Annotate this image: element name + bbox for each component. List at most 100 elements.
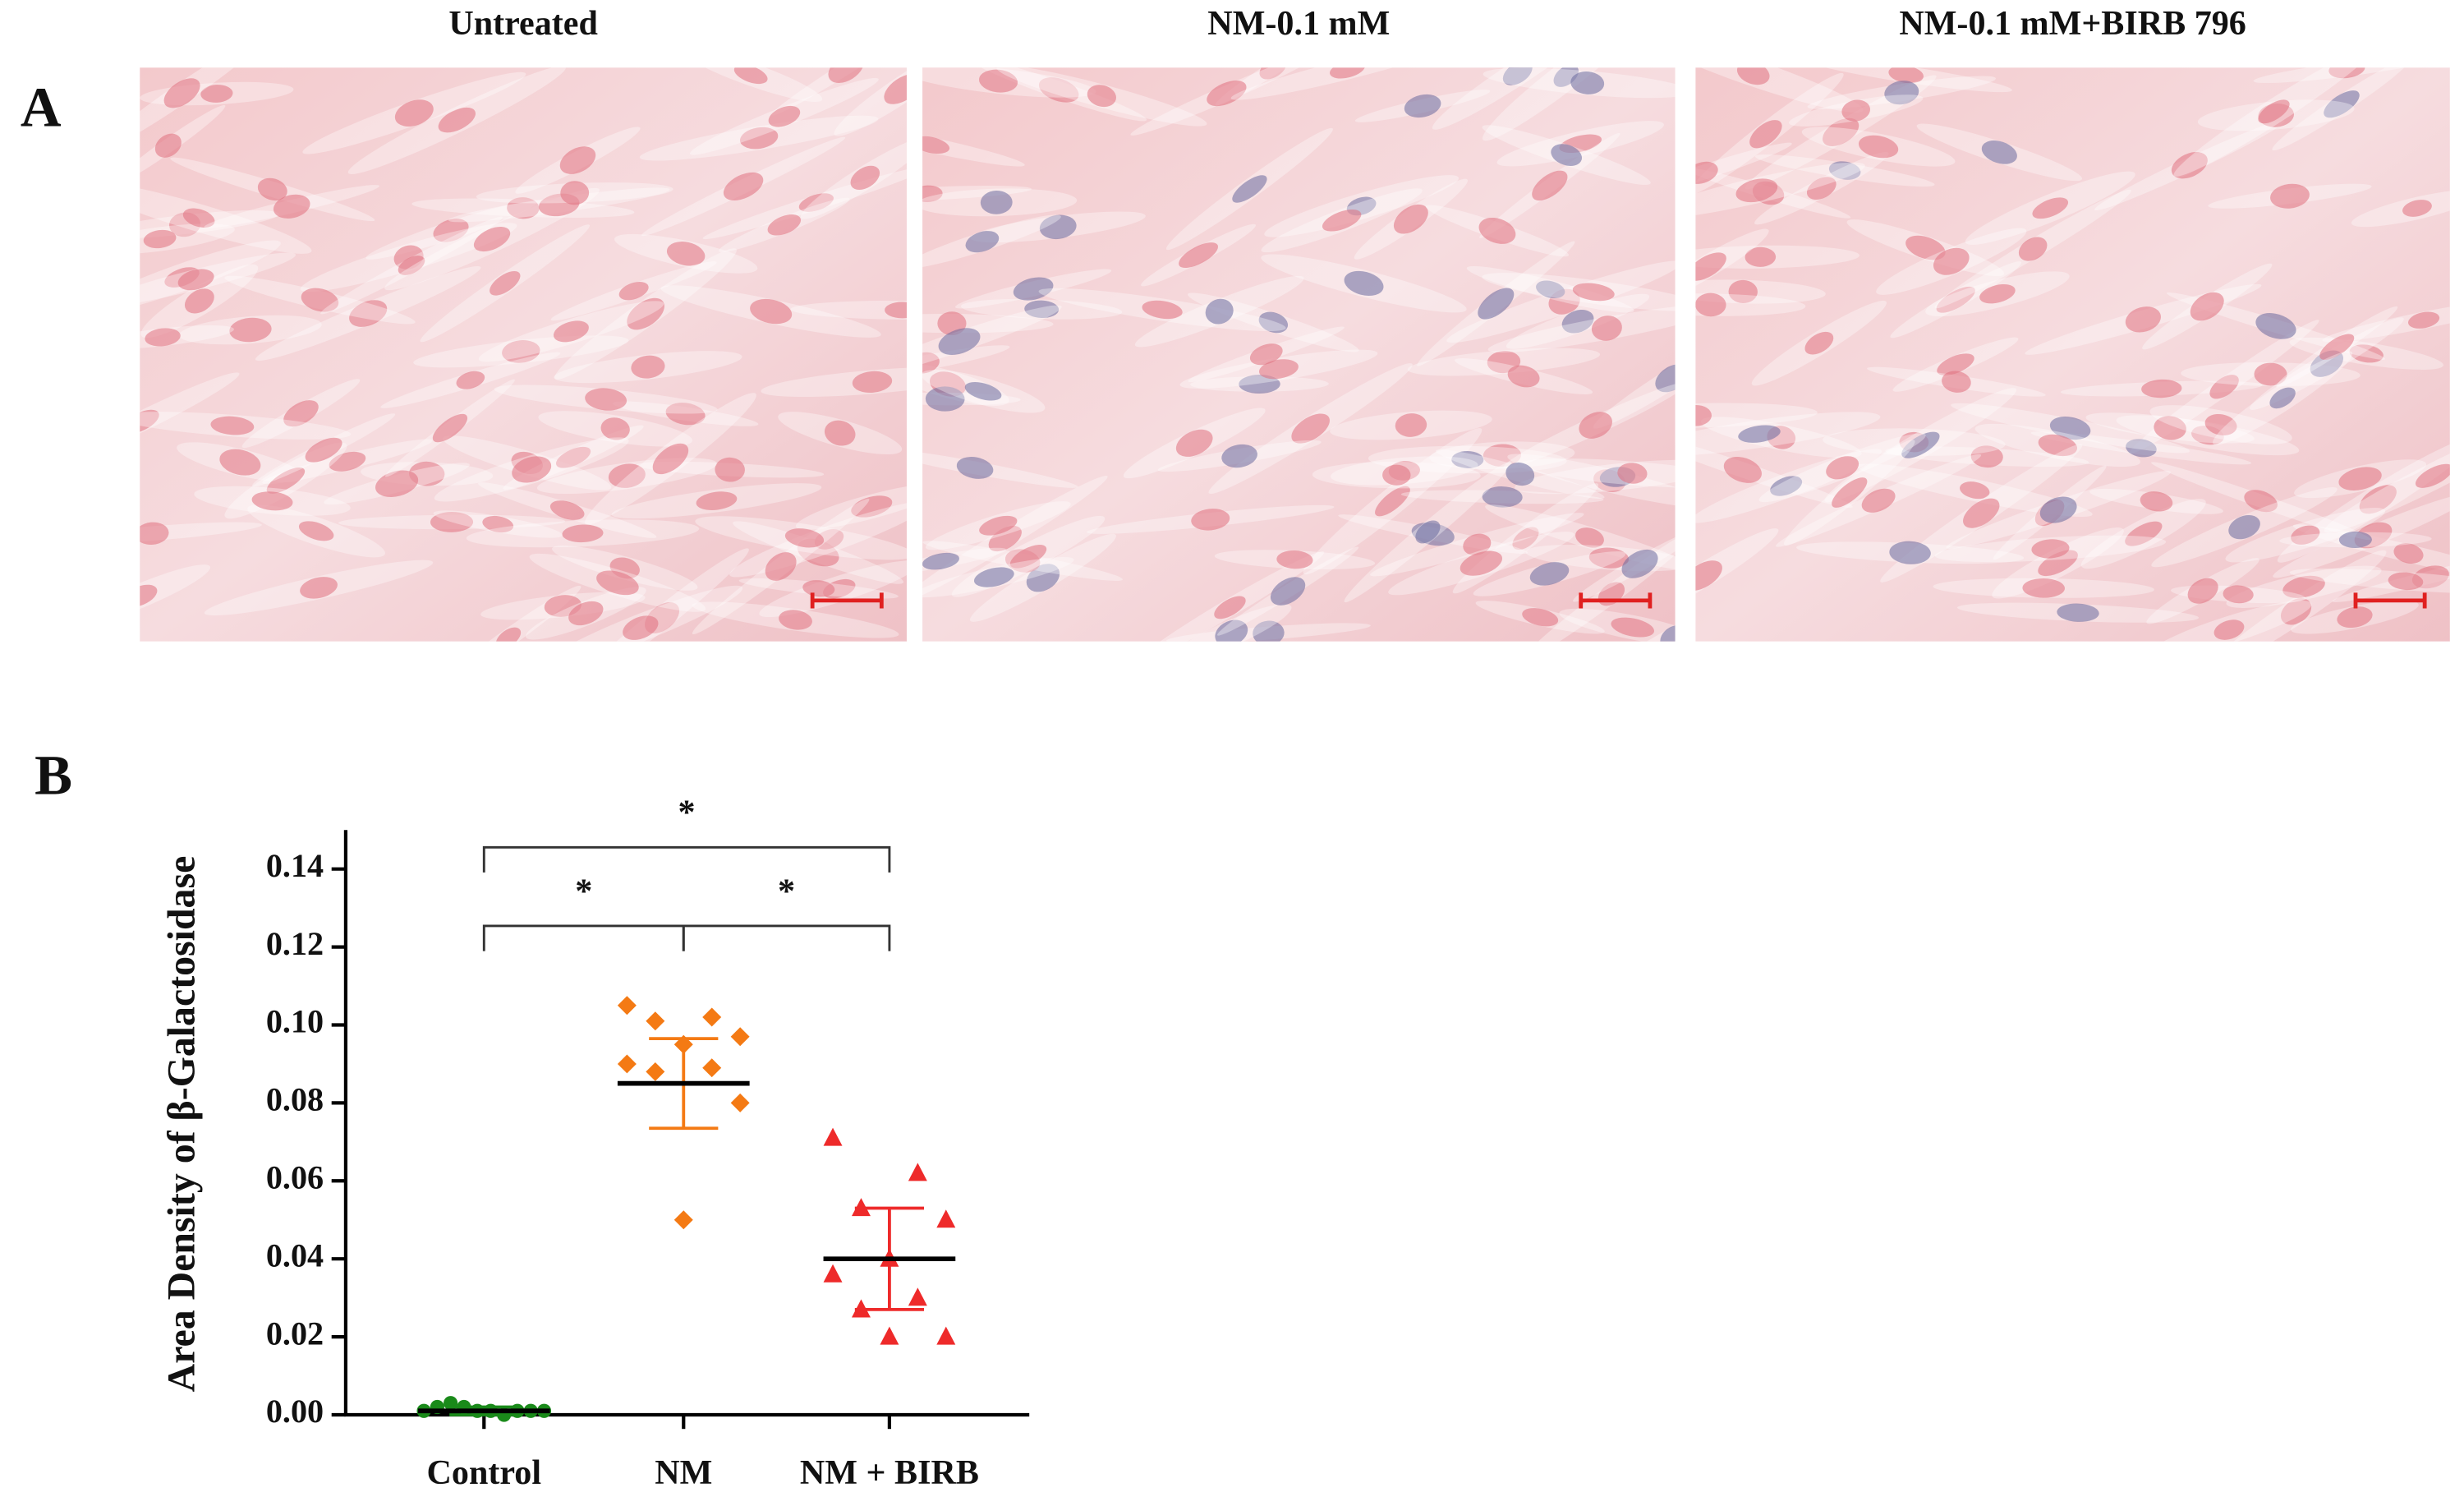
cell	[852, 371, 893, 394]
cell	[1395, 413, 1427, 437]
significance-label: *	[678, 794, 696, 832]
cell	[184, 288, 214, 314]
cell	[456, 371, 485, 389]
data-point	[823, 1264, 843, 1283]
cell	[2337, 606, 2373, 629]
cell	[2223, 585, 2254, 604]
cell	[922, 185, 943, 203]
cell	[2269, 387, 2296, 409]
data-point	[908, 1287, 927, 1306]
cell	[1728, 279, 1758, 304]
cell	[922, 352, 940, 374]
cell	[559, 146, 596, 174]
cell	[2031, 539, 2070, 559]
significance-bracket	[482, 845, 891, 873]
cell	[560, 181, 590, 205]
image-title: NM-0.1 mM	[1207, 4, 1390, 43]
cell	[851, 495, 893, 518]
cell	[438, 107, 476, 133]
cell	[1207, 81, 1247, 107]
cell	[1901, 431, 1940, 458]
significance-label: *	[575, 872, 592, 910]
cell	[1942, 371, 1971, 393]
cell	[2338, 467, 2382, 490]
cell	[733, 67, 768, 85]
cell	[298, 521, 334, 541]
cell	[1575, 527, 1604, 548]
cell	[2057, 603, 2099, 622]
cell	[1039, 214, 1077, 240]
y-tick-label: 0.04	[266, 1237, 324, 1273]
cell	[1482, 486, 1523, 508]
data-point	[646, 1011, 665, 1031]
cell	[922, 136, 950, 154]
cell	[219, 449, 261, 476]
cell	[1344, 270, 1384, 297]
data-point	[908, 1163, 927, 1181]
cell	[979, 515, 1018, 536]
y-tick-label: 0.12	[266, 925, 324, 962]
cell	[1735, 178, 1778, 203]
cell	[1979, 283, 2016, 304]
data-point	[936, 1326, 956, 1345]
cell	[922, 552, 959, 570]
cell	[2254, 362, 2287, 386]
cell	[2407, 311, 2440, 329]
cell	[177, 269, 214, 291]
cell	[1221, 444, 1257, 468]
cell	[1322, 209, 1362, 232]
cell	[2258, 99, 2290, 124]
cell	[490, 270, 521, 296]
cell	[1512, 527, 1539, 550]
cell	[750, 298, 793, 325]
cell	[1258, 311, 1289, 334]
cell	[1038, 77, 1079, 103]
cell	[229, 317, 272, 343]
cell	[723, 172, 764, 200]
cell	[182, 208, 215, 228]
cell	[473, 226, 511, 252]
cell	[394, 99, 434, 127]
cell	[1937, 353, 1974, 375]
cell	[885, 302, 907, 319]
cell	[802, 580, 835, 597]
cell	[1013, 277, 1054, 301]
image-bg	[922, 67, 1676, 642]
cell	[1215, 619, 1248, 642]
cell	[1393, 204, 1428, 234]
cell	[2154, 416, 2186, 440]
cell	[1745, 246, 1777, 267]
cell	[666, 242, 706, 266]
cell	[1806, 177, 1837, 200]
cell	[965, 231, 1000, 253]
data-point	[936, 1209, 956, 1228]
cell	[1749, 120, 1782, 149]
cell	[2038, 550, 2078, 577]
cell	[884, 74, 907, 104]
cell	[1330, 67, 1365, 79]
cell	[1960, 481, 1990, 500]
cell	[964, 382, 1002, 401]
cell	[1832, 477, 1868, 508]
cell	[2171, 151, 2208, 179]
cell	[768, 105, 801, 127]
cell	[2338, 531, 2372, 549]
cell	[978, 69, 1018, 93]
y-tick-label: 0.06	[266, 1159, 324, 1196]
cell	[765, 552, 797, 581]
cell	[1276, 550, 1313, 569]
data-point	[730, 1027, 750, 1047]
cell	[1175, 429, 1213, 457]
cell	[1591, 315, 1622, 341]
cell	[627, 297, 664, 330]
cell	[2324, 90, 2360, 118]
cell	[143, 229, 177, 249]
cell	[938, 328, 981, 356]
cell	[1239, 375, 1280, 394]
y-tick-label: 0.02	[266, 1315, 324, 1352]
cell	[329, 451, 366, 472]
cell	[1404, 94, 1441, 118]
cell	[1655, 364, 1676, 393]
cell	[1483, 444, 1522, 467]
